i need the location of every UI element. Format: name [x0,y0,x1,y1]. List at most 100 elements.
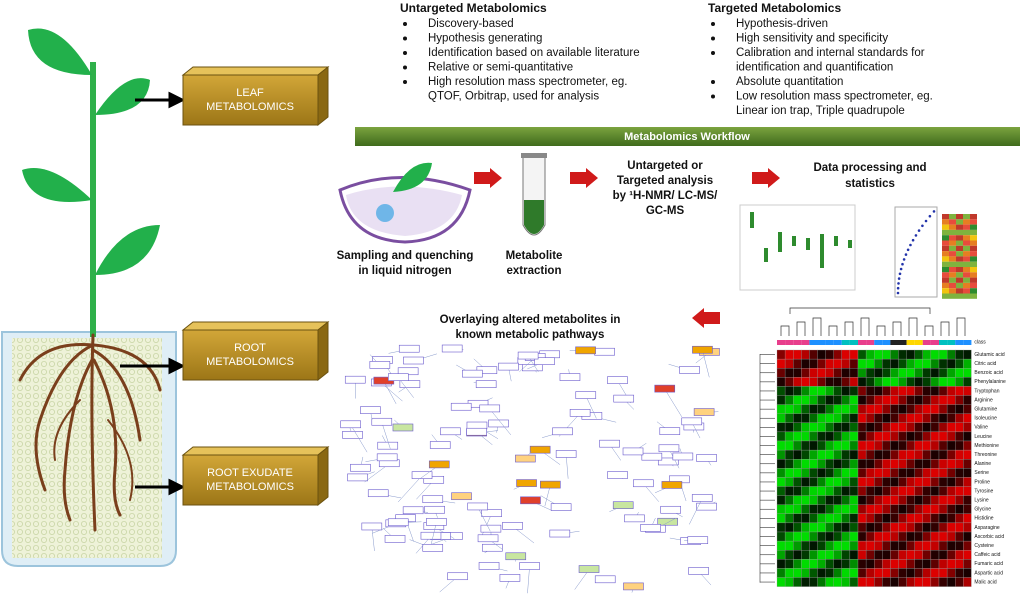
heat-cell [874,568,883,578]
heat-cell [930,559,940,569]
heat-cell [922,431,932,442]
pathway-node [398,344,420,353]
heat-cell [955,431,964,442]
step-label: Targeted analysis [617,175,713,187]
box-top [181,321,330,331]
heatmap-row-label: Malic acid [974,579,996,585]
heat-cell [946,368,956,378]
heat-cell [865,477,875,487]
plot-cell [956,240,963,246]
box-top [181,66,330,76]
heat-cell [817,559,826,569]
heat-cell [914,404,923,414]
heat-cell [874,559,883,569]
heat-cell [882,486,891,496]
heat-cell [841,468,851,478]
heat-cell [865,404,875,414]
bullet [711,22,715,26]
plot-cell [963,282,970,289]
heat-cell [963,477,972,487]
pathway-link [544,485,551,507]
heat-cell [849,368,859,378]
heat-cell [833,413,842,423]
heat-cell [865,459,875,469]
heat-cell [825,368,834,378]
pathway-node [657,517,678,526]
heat-cell [841,413,851,423]
pathway-node [696,454,717,462]
heatmap-row-label: Histidine [974,516,993,522]
step-label: Overlaying altered metabolites in [440,314,621,326]
heat-cell [825,504,834,514]
box-front [182,74,319,126]
heat-cell [898,559,907,569]
class-bar [914,340,923,345]
heat-cell [882,413,891,423]
heat-cell [776,377,786,387]
box-side [317,320,329,382]
heat-cell [890,459,899,469]
pathway-node [661,481,683,489]
heat-cell [890,577,899,587]
heat-cell [914,349,923,360]
heat-cell [801,540,810,551]
heat-cell [922,531,932,542]
heat-cell [865,495,875,505]
heat-cell [898,377,907,387]
plot-dot [921,224,924,228]
heat-cell [841,550,851,560]
plot-cell [956,214,963,220]
heat-cell [784,486,794,496]
heat-cell [793,486,802,496]
plot-cell [942,240,949,246]
pathway-node [371,417,393,426]
pathway-node [450,402,472,411]
heat-cell [841,522,851,533]
heat-cell [793,468,802,478]
heat-cell [817,568,826,578]
heat-cell [833,568,842,578]
heat-cell [938,531,948,542]
heat-cell [930,513,940,524]
heat-cell [776,513,786,524]
heat-cell [914,550,923,560]
pathway-node [607,376,628,384]
plot-cell [956,261,963,267]
heat-cell [849,540,859,551]
heat-cell [874,404,883,414]
heat-cell [914,413,923,423]
heat-cell [938,368,948,378]
plot-cell [942,293,949,299]
heat-cell [833,395,842,405]
heat-cell [865,449,875,460]
heat-cell [874,377,883,387]
heat-cell [882,559,891,569]
heat-cell [963,559,972,569]
heat-cell [898,531,907,542]
class-bar [882,340,891,345]
heat-cell [849,559,859,569]
pathway-node [342,431,363,439]
heat-cell [857,504,867,514]
heat-cell [857,522,867,533]
heat-cell [955,531,964,542]
heat-cell [833,358,842,369]
heat-cell [817,422,826,433]
heat-cell [890,386,899,396]
heat-cell [857,577,867,587]
pathway-node [599,439,620,448]
heat-cell [793,550,802,560]
heat-cell [914,431,923,442]
heat-cell [833,431,842,442]
step-label: statistics [845,178,895,190]
pathway-node [679,366,700,374]
heat-cell [955,422,964,433]
heat-cell [955,386,964,396]
box-label: ROOT [234,342,266,354]
box-top [181,446,330,456]
heat-cell [833,559,842,569]
heat-cell [874,486,883,496]
heat-cell [817,522,826,533]
pathway-node [422,495,444,504]
heat-cell [882,577,891,587]
